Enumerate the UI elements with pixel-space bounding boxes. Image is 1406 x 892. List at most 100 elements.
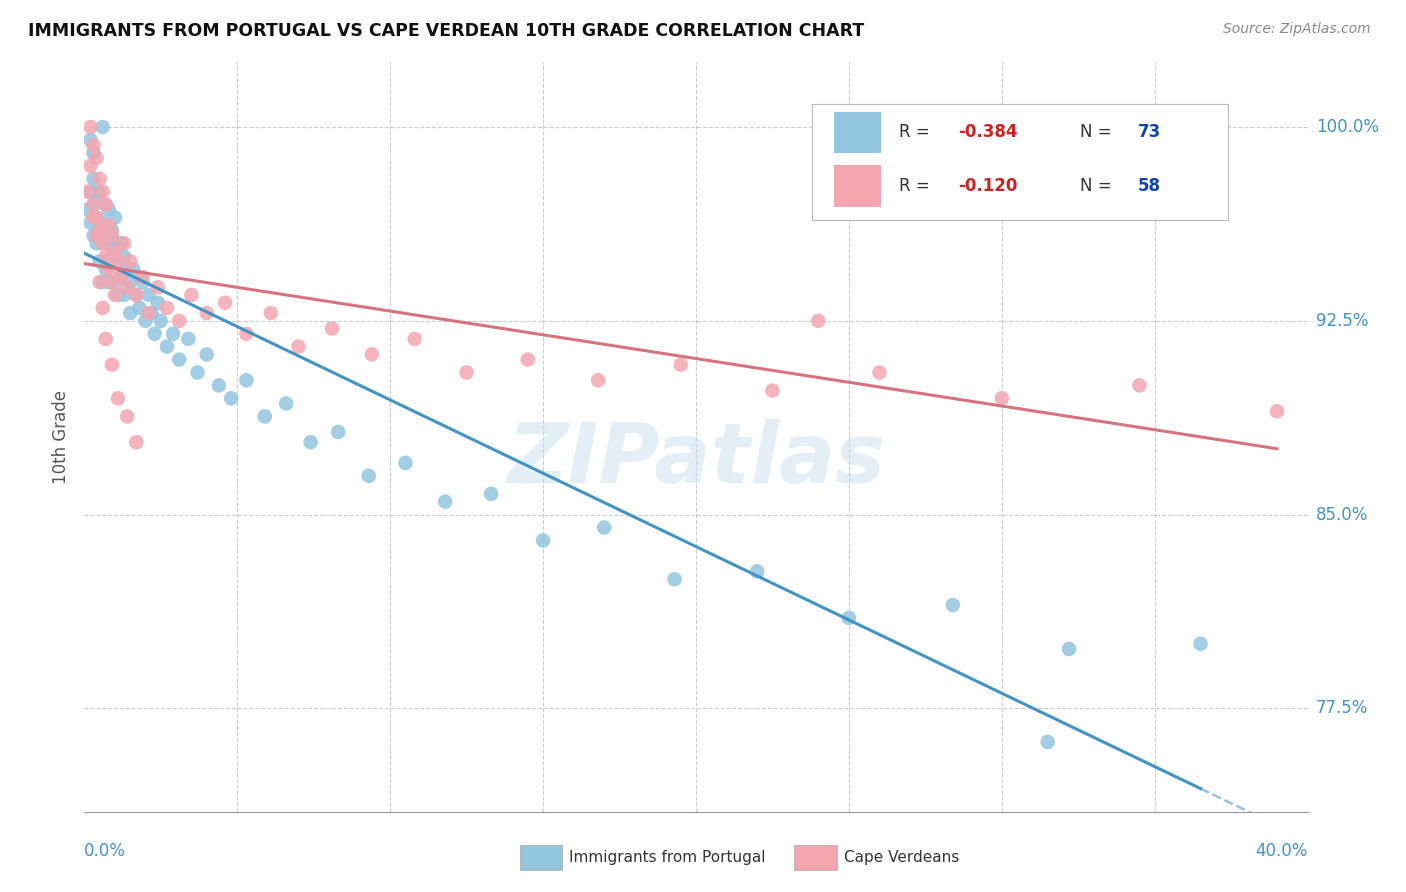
Text: -0.384: -0.384 <box>957 123 1017 141</box>
Point <box>79 120 101 134</box>
FancyBboxPatch shape <box>834 112 880 153</box>
Point <box>747 565 769 579</box>
Point <box>97 275 120 289</box>
Point <box>125 288 148 302</box>
Point <box>83 211 105 225</box>
Point <box>110 236 132 251</box>
Point <box>131 275 153 289</box>
Point <box>208 378 231 392</box>
Point <box>94 332 117 346</box>
Point <box>94 262 117 277</box>
Point <box>942 598 965 612</box>
Point <box>115 280 138 294</box>
Point <box>669 358 692 372</box>
Point <box>253 409 276 424</box>
Point <box>167 314 190 328</box>
Point <box>357 468 380 483</box>
Point <box>149 314 172 328</box>
Point <box>1036 735 1059 749</box>
Point <box>115 262 138 277</box>
Point <box>131 269 153 284</box>
Point <box>86 236 108 251</box>
Point <box>180 288 202 302</box>
Text: -0.120: -0.120 <box>957 178 1017 195</box>
Point <box>299 435 322 450</box>
Text: 100.0%: 100.0% <box>1316 118 1379 136</box>
Point <box>91 275 114 289</box>
Point <box>110 269 132 284</box>
Point <box>83 197 105 211</box>
Text: Source: ZipAtlas.com: Source: ZipAtlas.com <box>1223 22 1371 37</box>
Point <box>138 288 160 302</box>
Point <box>97 236 120 251</box>
Point <box>86 211 108 225</box>
Text: 58: 58 <box>1137 178 1160 195</box>
Point <box>328 425 350 439</box>
Point <box>394 456 416 470</box>
Point <box>101 228 124 243</box>
Point <box>86 151 108 165</box>
Point <box>107 254 129 268</box>
Point <box>101 249 124 263</box>
Text: 0.0%: 0.0% <box>84 842 127 860</box>
Point <box>135 314 157 328</box>
Point <box>143 326 166 341</box>
Point <box>112 288 135 302</box>
Point <box>101 223 124 237</box>
Point <box>287 340 309 354</box>
Text: R =: R = <box>898 123 935 141</box>
Point <box>107 392 129 406</box>
Point <box>1265 404 1288 418</box>
Point <box>91 236 114 251</box>
Point <box>79 133 101 147</box>
Point <box>991 392 1014 406</box>
FancyBboxPatch shape <box>813 103 1227 219</box>
Point <box>531 533 554 548</box>
Point <box>276 396 298 410</box>
Text: 92.5%: 92.5% <box>1316 312 1368 330</box>
Point <box>89 223 111 237</box>
Point <box>94 249 117 263</box>
Point <box>156 301 179 315</box>
Point <box>97 218 120 232</box>
Point <box>167 352 190 367</box>
Point <box>86 211 108 225</box>
Point <box>104 288 127 302</box>
Point <box>101 358 124 372</box>
Point <box>838 611 860 625</box>
Point <box>156 340 179 354</box>
Point <box>91 301 114 315</box>
Point <box>479 487 502 501</box>
Point <box>101 275 124 289</box>
Point <box>115 409 138 424</box>
Point <box>177 332 200 346</box>
Point <box>97 202 120 217</box>
Point <box>761 384 783 398</box>
Point <box>807 314 830 328</box>
Point <box>107 288 129 302</box>
Point <box>112 249 135 263</box>
Point <box>360 347 382 361</box>
Point <box>89 171 111 186</box>
Point <box>86 193 108 207</box>
Point <box>138 306 160 320</box>
Point <box>79 185 101 199</box>
Point <box>235 326 257 341</box>
Point <box>79 216 101 230</box>
Point <box>122 262 145 277</box>
Point <box>104 275 127 289</box>
Point <box>186 366 208 380</box>
Point <box>586 373 609 387</box>
Point <box>79 159 101 173</box>
Text: Cape Verdeans: Cape Verdeans <box>844 850 959 864</box>
Point <box>664 572 686 586</box>
Point <box>146 295 169 310</box>
Point <box>125 435 148 450</box>
Point <box>195 306 218 320</box>
Point <box>869 366 891 380</box>
Point <box>89 223 111 237</box>
Point <box>112 236 135 251</box>
Point <box>97 262 120 277</box>
Point <box>94 197 117 211</box>
Point <box>104 211 127 225</box>
